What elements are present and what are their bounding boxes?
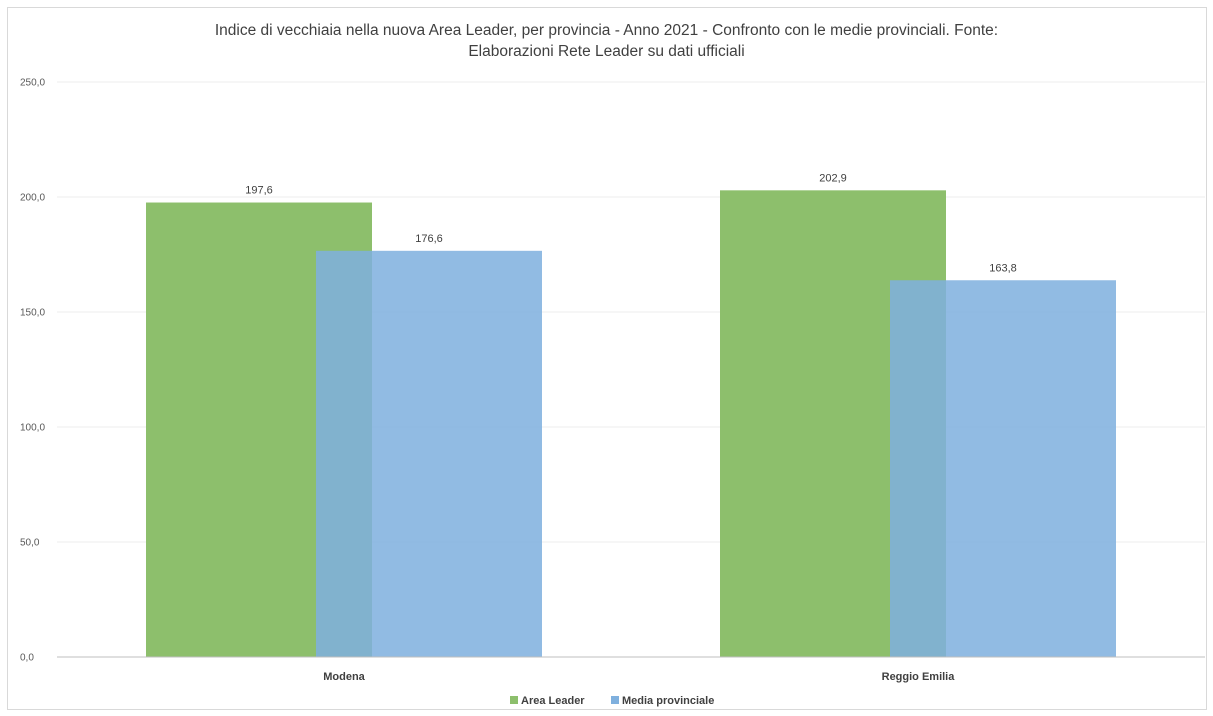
bar-media-provinciale: [316, 250, 542, 657]
legend-swatch: [510, 696, 518, 704]
chart-title-line-1: Indice di vecchiaia nella nuova Area Lea…: [214, 22, 999, 39]
y-tick-label: 0,0: [20, 653, 34, 664]
y-tick-label: 250,0: [20, 78, 45, 89]
chart-title-line-2: Elaborazioni Rete Leader su dati ufficia…: [468, 43, 745, 60]
x-category-label: Modena: [323, 671, 365, 683]
data-label: 197,6: [245, 185, 273, 197]
y-tick-label: 200,0: [20, 193, 45, 204]
chart-border: [7, 7, 1207, 710]
data-label: 202,9: [819, 172, 847, 184]
x-category-label: Reggio Emilia: [882, 671, 956, 683]
legend-entry: Area Leader: [521, 695, 585, 707]
chart-title: Indice di vecchiaia nella nuova Area Lea…: [0, 20, 1213, 62]
y-tick-label: 150,0: [20, 308, 45, 319]
data-label: 163,8: [989, 262, 1017, 274]
y-tick-label: 100,0: [20, 423, 45, 434]
bar-media-provinciale: [890, 280, 1116, 657]
legend-swatch: [611, 696, 619, 704]
data-label: 176,6: [415, 233, 443, 245]
y-tick-label: 50,0: [20, 538, 40, 549]
legend-entry: Media provinciale: [622, 695, 714, 707]
